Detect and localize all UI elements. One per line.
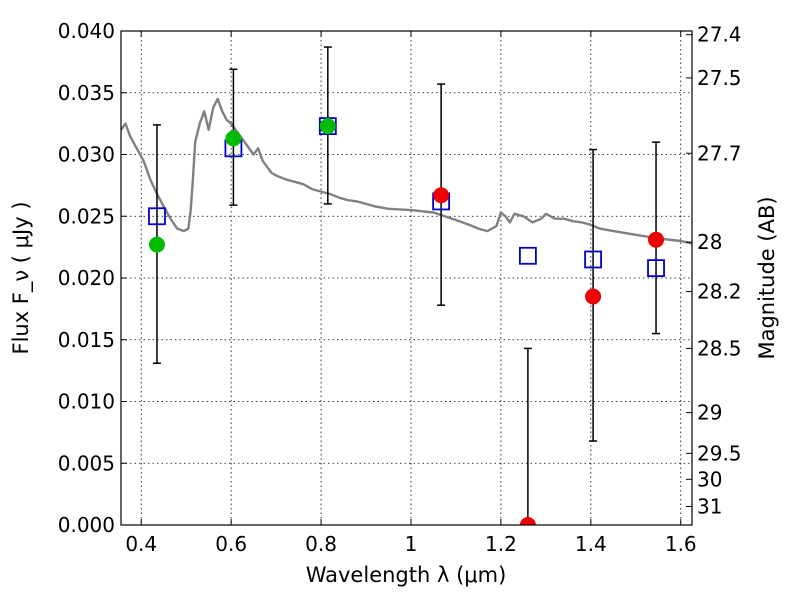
x-axis-label: Wavelength λ (μm) xyxy=(306,563,507,587)
x-tick-label: 0.6 xyxy=(215,532,247,556)
y-tick-label: 0.005 xyxy=(58,451,115,475)
y2-tick-label: 31 xyxy=(697,494,722,518)
model-square-point xyxy=(584,250,602,269)
grid-lines xyxy=(121,30,692,526)
observed-circle-point xyxy=(585,288,602,305)
y-tick-label: 0.015 xyxy=(58,328,115,352)
model-square-point xyxy=(518,246,537,265)
y2-tick-label: 28.5 xyxy=(697,336,742,360)
y2-axis-label: Magnitude (AB) xyxy=(755,196,779,359)
model-square-point xyxy=(647,259,665,278)
y-tick-label: 0.030 xyxy=(58,143,115,167)
y-tick-label: 0.025 xyxy=(58,204,115,228)
y-axis-label: Flux F_ν ( μJy ) xyxy=(9,201,34,354)
observed-circle-point xyxy=(648,231,665,248)
y-tick-label: 0.010 xyxy=(58,390,115,414)
y2-tick-label: 27.4 xyxy=(697,23,742,47)
y2-tick-label: 28 xyxy=(697,230,722,254)
y-tick-label: 0.035 xyxy=(58,81,115,105)
y2-tick-label: 27.5 xyxy=(697,66,742,90)
y2-tick-label: 29.5 xyxy=(697,441,742,465)
x-tick-label: 1.4 xyxy=(575,532,607,556)
y2-tick-label: 27.7 xyxy=(697,141,742,165)
observed-circle-point xyxy=(225,130,242,147)
y2-tick-label: 28.2 xyxy=(697,280,742,304)
axis-ticks xyxy=(121,30,692,526)
x-tick-label: 0.4 xyxy=(125,532,157,556)
x-tick-label: 1.2 xyxy=(485,532,517,556)
spectrum-line xyxy=(121,97,692,245)
x-tick-label: 0.8 xyxy=(305,532,337,556)
x-tick-label: 1.6 xyxy=(665,532,697,556)
y-tick-label: 0.000 xyxy=(58,513,115,537)
data-area xyxy=(121,46,692,525)
observed-circle-point xyxy=(148,236,165,253)
y-tick-label: 0.020 xyxy=(58,266,115,290)
y2-tick-label: 29 xyxy=(697,401,722,425)
model-square-point xyxy=(148,207,166,226)
observed-circle-point xyxy=(319,118,336,135)
x-tick-label: 1 xyxy=(405,532,418,556)
y-tick-label: 0.040 xyxy=(58,19,115,43)
observed-circle-point xyxy=(433,187,450,204)
y2-tick-label: 30 xyxy=(697,467,722,491)
observed-circle-point xyxy=(519,517,536,525)
tick-labels: 0.4 0.6 0.8 1 1.2 1.4 1.6 0.000 0.005 0.010 0.015 0… xyxy=(58,19,742,556)
